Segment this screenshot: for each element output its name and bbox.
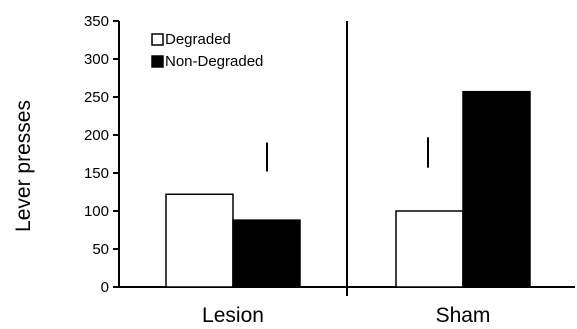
error-bars (266, 137, 429, 172)
legend: Degraded Non-Degraded (151, 31, 263, 70)
bars (165, 90, 531, 288)
y-tick-label: 150 (84, 165, 109, 182)
category-label-lesion: Lesion (202, 304, 264, 327)
bar-sham-non-degraded (462, 90, 531, 288)
y-tick-label: 300 (84, 51, 109, 68)
y-ticks: 0 50 100 150 200 250 300 350 (84, 13, 119, 296)
legend-swatch (151, 33, 164, 46)
y-tick-label: 250 (84, 89, 109, 106)
y-tick-label: 0 (101, 279, 109, 296)
bar-lesion-degraded (165, 193, 234, 288)
y-tick-label: 350 (84, 13, 109, 30)
bar-sham-degraded (395, 210, 464, 288)
category-labels: Lesion Sham (202, 304, 490, 327)
bar-lesion-non-degraded (232, 219, 301, 288)
y-axis-title: Lever presses (12, 100, 35, 232)
category-label-sham: Sham (436, 304, 491, 327)
y-tick-label: 200 (84, 127, 109, 144)
y-tick-label: 50 (92, 241, 109, 258)
y-tick-label: 100 (84, 203, 109, 220)
legend-label: Non-Degraded (165, 53, 263, 70)
legend-swatch (151, 55, 164, 68)
legend-label: Degraded (165, 31, 231, 48)
